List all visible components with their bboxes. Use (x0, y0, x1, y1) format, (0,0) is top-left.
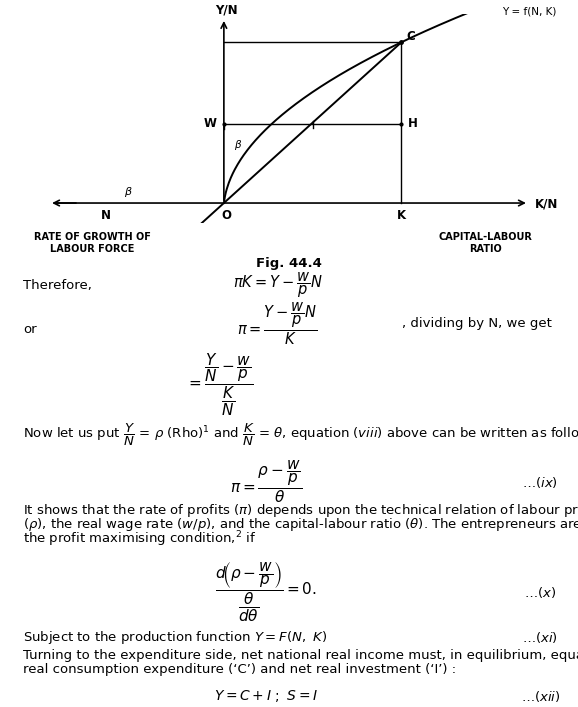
Text: $\ldots(xi)$: $\ldots(xi)$ (523, 630, 558, 645)
Text: H: H (407, 117, 417, 129)
Text: K/N: K/N (535, 197, 558, 210)
Text: CAPITAL-LABOUR
RATIO: CAPITAL-LABOUR RATIO (439, 232, 532, 255)
Text: Subject to the production function $Y = F(N,\ K)$: Subject to the production function $Y = … (23, 629, 327, 646)
Text: $\pi = \dfrac{\rho - \dfrac{w}{p}}{\theta}$: $\pi = \dfrac{\rho - \dfrac{w}{p}}{\thet… (229, 459, 302, 506)
Text: $\dfrac{d\!\left(\rho - \dfrac{w}{p}\right)}{\dfrac{\theta}{d\theta}} = 0.$: $\dfrac{d\!\left(\rho - \dfrac{w}{p}\rig… (215, 561, 317, 624)
Text: or: or (23, 323, 37, 336)
Text: ($\rho$), the real wage rate ($w/p$), and the capital-labour ratio ($\theta$). T: ($\rho$), the real wage rate ($w/p$), an… (23, 516, 578, 533)
Text: Turning to the expenditure side, net national real income must, in equilibrium, : Turning to the expenditure side, net nat… (23, 649, 578, 662)
Text: Y/N: Y/N (216, 3, 238, 16)
Text: Y = f(N, K): Y = f(N, K) (502, 6, 557, 16)
Text: O: O (222, 209, 232, 222)
Text: Fig. 44.4: Fig. 44.4 (256, 257, 322, 269)
Text: $\pi = \dfrac{Y - \dfrac{w}{p} N}{K}$: $\pi = \dfrac{Y - \dfrac{w}{p} N}{K}$ (237, 300, 318, 347)
Text: , dividing by N, we get: , dividing by N, we get (402, 317, 551, 330)
Text: W: W (204, 117, 217, 129)
Text: $\ldots(xii)$: $\ldots(xii)$ (521, 689, 560, 704)
Text: RATE OF GROWTH OF
LABOUR FORCE: RATE OF GROWTH OF LABOUR FORCE (34, 232, 151, 255)
Text: K: K (397, 209, 406, 222)
Text: real consumption expenditure (‘C’) and net real investment (‘I’) :: real consumption expenditure (‘C’) and n… (23, 663, 456, 676)
Text: β: β (234, 140, 240, 150)
Text: Therefore,: Therefore, (23, 279, 92, 292)
Text: C: C (406, 30, 415, 43)
Text: $Y = C + I\ ;\ S = I$: $Y = C + I\ ;\ S = I$ (214, 689, 318, 704)
Text: N: N (101, 209, 110, 222)
Text: $\ldots(x)$: $\ldots(x)$ (524, 585, 557, 600)
Text: $= \dfrac{\dfrac{Y}{N} - \dfrac{w}{p}}{\dfrac{K}{N}}$: $= \dfrac{\dfrac{Y}{N} - \dfrac{w}{p}}{\… (186, 352, 253, 419)
Text: β: β (124, 187, 132, 197)
Text: the profit maximising condition,$^2$ if: the profit maximising condition,$^2$ if (23, 529, 256, 549)
Text: $\ldots(ix)$: $\ldots(ix)$ (523, 474, 558, 490)
Text: $\pi K = Y - \dfrac{w}{p} N$: $\pi K = Y - \dfrac{w}{p} N$ (233, 271, 322, 300)
Text: It shows that the rate of profits ($\pi$) depends upon the technical relation of: It shows that the rate of profits ($\pi$… (23, 502, 578, 519)
Text: Now let us put $\dfrac{Y}{N}$ = $\rho$ (Rho)$^1$ and $\dfrac{K}{N}$ = $\theta$, : Now let us put $\dfrac{Y}{N}$ = $\rho$ (… (23, 422, 578, 448)
